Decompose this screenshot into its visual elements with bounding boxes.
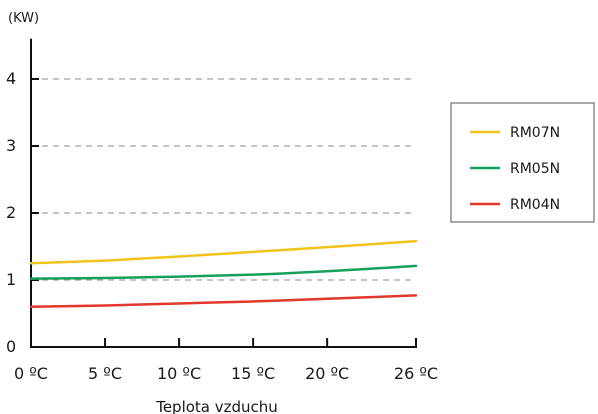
y-tick-label-0: 0 xyxy=(6,337,16,356)
y-tick-label-1: 1 xyxy=(6,270,16,289)
series-line-rm07n xyxy=(29,239,418,265)
x-axis-ticks: 0 ºC 5 ºC 10 ºC 15 ºC 20 ºC 26 ºC xyxy=(14,338,438,383)
x-axis-title: Teplota vzduchu xyxy=(155,398,278,414)
y-tick-label-4: 4 xyxy=(6,69,16,88)
legend-label-1: RM05N xyxy=(510,161,560,177)
y-tick-label-3: 3 xyxy=(6,136,16,155)
series-line-rm04n xyxy=(29,294,418,309)
x-tick-label-2: 10 ºC xyxy=(157,364,201,383)
y-unit-label: (KW) xyxy=(8,11,39,26)
legend: RM07N RM05N RM04N xyxy=(450,102,595,223)
series-lines xyxy=(29,239,418,309)
gridlines xyxy=(31,78,416,281)
legend-box xyxy=(450,102,595,223)
y-tick-label-2: 2 xyxy=(6,203,16,222)
x-tick-label-3: 15 ºC xyxy=(231,364,275,383)
series-line-rm05n xyxy=(29,264,418,280)
x-tick-label-1: 5 ºC xyxy=(88,364,122,383)
legend-label-0: RM07N xyxy=(510,125,560,141)
axes xyxy=(30,38,416,348)
x-tick-label-4: 20 ºC xyxy=(305,364,349,383)
y-axis-ticks: 0 1 2 3 4 xyxy=(6,69,39,356)
x-tick-label-5: 26 ºC xyxy=(394,364,438,383)
x-tick-label-0: 0 ºC xyxy=(14,364,48,383)
legend-label-2: RM04N xyxy=(510,197,560,213)
